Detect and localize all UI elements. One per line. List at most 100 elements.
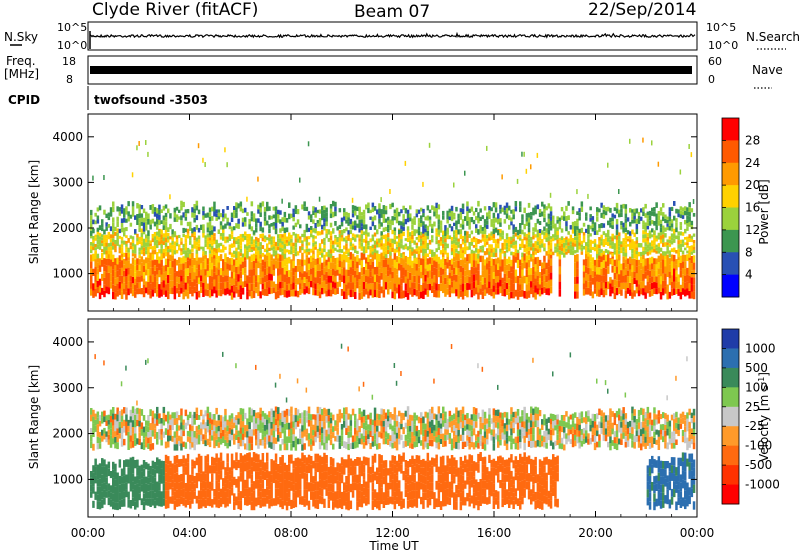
power-cell [230, 229, 234, 235]
velocity-cell [193, 460, 196, 469]
power-cell [417, 238, 421, 243]
power-cell [622, 256, 625, 263]
power-cell [131, 270, 135, 277]
power-cell [325, 212, 328, 217]
velocity-cell [189, 411, 192, 419]
power-cell [596, 274, 599, 282]
velocity-cell [250, 436, 254, 444]
power-cell [263, 282, 267, 289]
velocity-cell [250, 408, 254, 416]
power-cell [140, 217, 144, 222]
power-cell [184, 242, 188, 247]
power-cell [490, 288, 493, 297]
power-cell [149, 240, 152, 244]
velocity-cell [296, 473, 300, 482]
power-cell [310, 218, 313, 223]
power-cell [138, 247, 141, 252]
power-cell [149, 205, 152, 210]
power-cell [659, 247, 663, 252]
power-cell [131, 201, 135, 207]
power-cell [483, 229, 487, 235]
power-cell [431, 235, 434, 239]
power-cell [351, 253, 355, 261]
power-cell [398, 246, 401, 252]
power-cell [263, 248, 267, 252]
velocity-cell [112, 485, 115, 494]
power-cell [532, 243, 535, 248]
velocity-cell [222, 436, 225, 443]
velocity-cell [301, 470, 304, 479]
power-cell [448, 223, 452, 228]
velocity-cell [103, 416, 106, 423]
power-cell [153, 236, 157, 241]
power-cell [681, 274, 685, 282]
velocity-cell [156, 481, 159, 490]
power-cell [413, 249, 416, 254]
power-cell [686, 281, 689, 289]
power-cell [582, 235, 586, 240]
power-cell [237, 238, 240, 242]
power-cell [202, 275, 205, 283]
power-cell [98, 278, 102, 286]
power-cell [431, 271, 434, 279]
power-cell [662, 280, 665, 289]
power-cell [378, 208, 381, 214]
power-cell [534, 223, 537, 228]
velocity-cell [281, 439, 284, 445]
power-cell [492, 272, 496, 279]
power-cell [354, 284, 357, 292]
velocity-cell [211, 435, 214, 441]
velocity-cell [252, 422, 256, 430]
velocity-cell [336, 480, 339, 491]
power-cell [362, 231, 366, 236]
power-cell [554, 243, 557, 247]
power-cell [292, 253, 295, 261]
power-cell [591, 216, 595, 220]
power-cell [527, 252, 531, 260]
power-cell [334, 238, 337, 242]
power-cell [153, 211, 157, 217]
velocity-cell [215, 433, 218, 440]
power-cell [158, 209, 161, 215]
power-cell [428, 270, 432, 278]
power-cell [604, 288, 608, 296]
velocity-cell [270, 498, 273, 507]
power-cell [340, 237, 344, 242]
velocity-cell [96, 486, 100, 495]
velocity-cell [197, 472, 201, 482]
velocity-cell [252, 461, 256, 472]
power-cell [666, 219, 669, 224]
power-cell [224, 236, 227, 240]
power-cell [585, 246, 588, 251]
velocity-cell [345, 459, 348, 468]
power-cell [587, 247, 590, 253]
power-cell [120, 283, 124, 292]
power-cell [679, 214, 683, 219]
velocity-cell [193, 411, 196, 419]
power-cell [490, 252, 493, 258]
power-cell [186, 275, 190, 284]
power-cell [292, 208, 295, 213]
power-cell [615, 229, 619, 235]
power-cell [400, 264, 403, 272]
velocity-cell [270, 474, 273, 483]
power-cell [351, 275, 355, 283]
power-cell [114, 240, 117, 245]
velocity-cell [120, 434, 124, 441]
power-cell [659, 284, 663, 292]
power-cell [450, 287, 454, 294]
power-cell [420, 215, 423, 220]
power-cell [147, 282, 150, 289]
power-cell [96, 274, 100, 281]
velocity-cell [101, 429, 104, 436]
power-cell [281, 248, 284, 252]
velocity-cell [171, 435, 174, 442]
power-cell [230, 252, 234, 257]
power-cell [519, 237, 522, 241]
power-cell [197, 247, 201, 251]
power-cell [576, 248, 579, 253]
power-cell [521, 243, 524, 248]
power-cell [589, 217, 592, 222]
power-cell [116, 216, 119, 222]
velocity-cell [332, 432, 335, 438]
